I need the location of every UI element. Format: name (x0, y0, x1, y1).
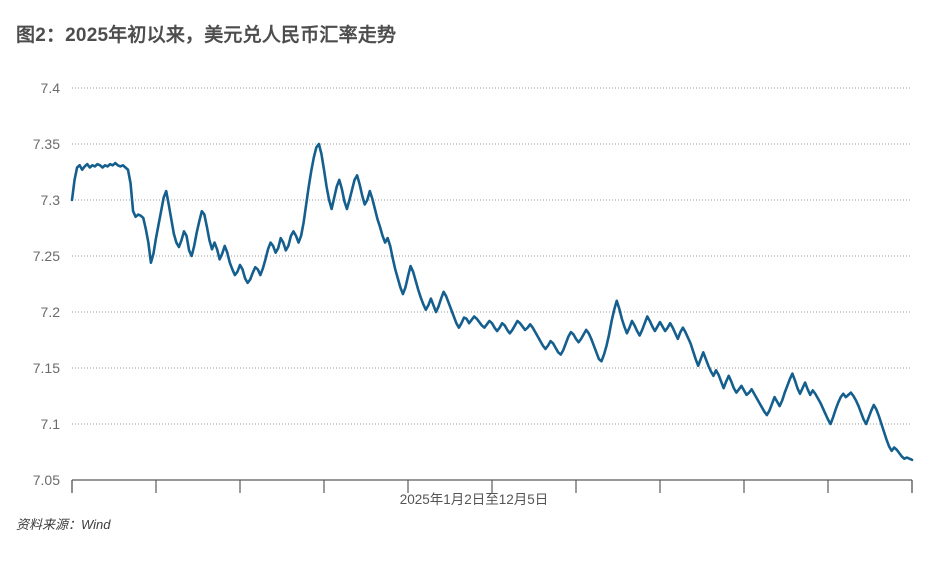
gridlines-group (72, 87, 912, 481)
y-axis-tick-label: 7.35 (33, 136, 60, 152)
chart-title: 图2：2025年初以来，美元兑人民币汇率走势 (16, 25, 397, 46)
y-axis-tick-label: 7.3 (41, 192, 61, 208)
y-axis-tick-label: 7.25 (33, 248, 60, 264)
plot-area: 7.05 7.1 7.15 7.2 7.25 7.3 7.35 7.4 (0, 60, 930, 500)
y-axis-tick-label: 7.05 (33, 472, 60, 488)
x-axis-label: 2025年1月2日至12月5日 (0, 488, 930, 508)
x-axis (71, 479, 913, 493)
x-axis-label-text: 2025年1月2日至12月5日 (399, 492, 549, 507)
y-axis-tick-label: 7.2 (41, 304, 61, 320)
y-axis-tick-labels: 7.05 7.1 7.15 7.2 7.25 7.3 7.35 7.4 (33, 80, 60, 488)
line-chart-svg: 7.05 7.1 7.15 7.2 7.25 7.3 7.35 7.4 (33, 80, 914, 493)
source-note: 资料来源：Wind (16, 514, 111, 533)
y-axis-tick-label: 7.15 (33, 360, 60, 376)
y-axis-tick-label: 7.1 (41, 416, 61, 432)
source-note-text: 资料来源：Wind (16, 517, 111, 532)
exchange-rate-line (70, 142, 914, 462)
y-axis-tick-label: 7.4 (41, 80, 61, 96)
